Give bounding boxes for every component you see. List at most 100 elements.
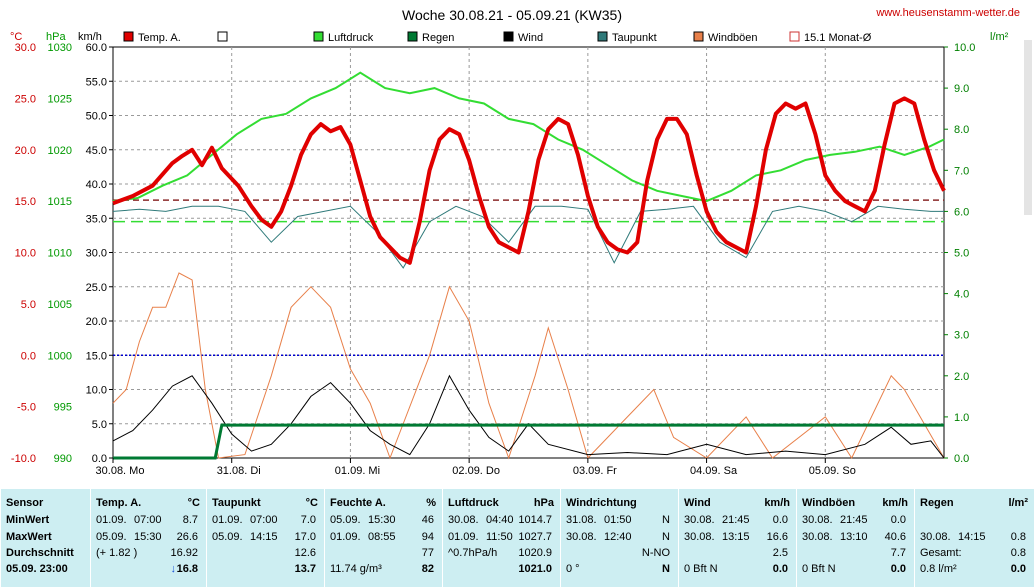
wind-tick-label: 5.0 <box>92 419 107 431</box>
day-label: 02.09. Do <box>452 465 500 477</box>
legend-swatch <box>597 31 608 42</box>
rain-tick-label: 2.0 <box>954 371 969 383</box>
stats-cell: 0 Bft N <box>802 563 836 575</box>
column-separator <box>442 489 443 587</box>
column-separator <box>206 489 207 587</box>
wind-tick-label: 15.0 <box>86 350 107 362</box>
stats-cell: 01.09. <box>330 531 361 543</box>
source-url[interactable]: www.heusenstamm-wetter.de <box>875 7 1020 19</box>
stats-cell: 0.0 <box>772 563 788 575</box>
rain-tick-label: 0.0 <box>954 453 969 465</box>
temp-tick-label: 30.0 <box>15 42 36 54</box>
legend-label: Luftdruck <box>328 32 374 44</box>
stats-cell: 05.09. 23:00 <box>6 563 68 575</box>
temp-tick-label: -5.0 <box>17 402 36 414</box>
day-label: 04.09. Sa <box>690 465 738 477</box>
stats-cell: 94 <box>421 531 434 543</box>
pressure-tick-label: 1005 <box>48 299 72 311</box>
stats-cell: 12.6 <box>294 547 316 559</box>
pressure-tick-label: 990 <box>54 453 72 465</box>
stats-cell: 31.08. <box>566 514 597 526</box>
stats-cell: °C <box>187 497 200 509</box>
stats-cell: MaxWert <box>6 531 52 543</box>
temp-tick-label: 10.0 <box>15 248 36 260</box>
window-scrollbar[interactable] <box>1024 40 1032 215</box>
stats-cell: 05.09. <box>212 531 243 543</box>
temperature-series <box>112 96 946 265</box>
wind-tick-label: 60.0 <box>86 42 107 54</box>
pressure-unit-label: hPa <box>46 31 66 43</box>
rain-tick-label: 10.0 <box>954 42 975 54</box>
stats-cell: 01.09. <box>212 514 243 526</box>
stats-cell: 13:15 <box>722 531 750 543</box>
legend-swatch <box>217 31 228 42</box>
weather-chart: Woche 30.08.21 - 05.09.21 (KW35) www.heu… <box>10 7 1032 477</box>
rain-tick-label: 1.0 <box>954 412 969 424</box>
pressure-tick-label: 1010 <box>48 248 72 260</box>
stats-cell: 0.8 <box>1010 531 1026 543</box>
day-label: 30.08. Mo <box>96 465 145 477</box>
y-axes: 60.0 55.0 50.0 45.0 40.0 35.0 30.0 25.0 20.0 15.0… <box>11 42 976 465</box>
stats-cell: Temp. A. <box>96 497 142 509</box>
stats-cell: 1020.9 <box>518 547 552 559</box>
legend-label: 15.1 Monat-Ø <box>804 32 872 44</box>
legend-swatch <box>313 31 324 42</box>
stats-cell: 21:45 <box>840 514 868 526</box>
stats-cell: °C <box>305 497 318 509</box>
column-separator <box>324 489 325 587</box>
stats-cell: Durchschnitt <box>6 547 74 559</box>
stats-cell: 05.09. <box>330 514 361 526</box>
rain-series <box>113 423 944 460</box>
stats-cell: 15:30 <box>134 531 162 543</box>
temp-tick-label: 0.0 <box>21 350 36 362</box>
stats-panel: Sensor MinWert MaxWert Durchschnitt 05.09. 2… <box>0 489 1034 587</box>
stats-cell: 0.0 <box>1010 563 1026 575</box>
rain-tick-label: 9.0 <box>954 83 969 95</box>
wind-tick-label: 25.0 <box>86 282 107 294</box>
wind-tick-label: 0.0 <box>92 453 107 465</box>
column-separator <box>678 489 679 587</box>
day-label: 03.09. Fr <box>573 465 617 477</box>
stats-cell: km/h <box>764 497 790 509</box>
stats-column: Sensor MinWert MaxWert Durchschnitt 05.09. 2… <box>0 489 90 587</box>
stats-cell: Taupunkt <box>212 497 261 509</box>
temp-unit-label: °C <box>10 31 22 43</box>
stats-cell: 7.7 <box>890 547 906 559</box>
stats-cell: % <box>426 497 436 509</box>
stats-cell: 01.09. <box>96 514 127 526</box>
stats-cell: 0.8 l/m² <box>920 563 957 575</box>
stats-cell: 0.0 <box>890 514 906 526</box>
stats-cell: N <box>662 514 670 526</box>
stats-cell: 16.6 <box>766 531 788 543</box>
stats-cell: 13:10 <box>840 531 868 543</box>
pressure-tick-label: 1000 <box>48 350 72 362</box>
stats-cell: ^0.7hPa/h <box>448 547 498 559</box>
chart-series <box>112 71 946 460</box>
stats-cell: 1014.7 <box>518 514 552 526</box>
wind-tick-label: 10.0 <box>86 385 107 397</box>
stats-cell: 21:45 <box>722 514 750 526</box>
legend-label: Wind <box>518 32 543 44</box>
stats-column: Temp. A. °C 01.09. 07:00 8.7 05.09. 15:30 26.6 (… <box>90 489 206 587</box>
temp-tick-label: 15.0 <box>15 196 36 208</box>
rain-tick-label: 4.0 <box>954 289 969 301</box>
day-label: 01.09. Mi <box>335 465 380 477</box>
column-separator <box>560 489 561 587</box>
chart-legend: Temp. A. Luftdruck Regen Wind Taupunkt Windbö… <box>123 31 872 44</box>
stats-cell: 26.6 <box>176 531 198 543</box>
stats-cell: 16.92 <box>170 547 198 559</box>
stats-cell: Sensor <box>6 497 44 509</box>
legend-swatch <box>503 31 514 42</box>
stats-cell: 05.09. <box>96 531 127 543</box>
pressure-tick-label: 1020 <box>48 145 72 157</box>
stats-cell: 0.0 <box>772 514 788 526</box>
pressure-tick-label: 1025 <box>48 93 72 105</box>
stats-cell: 30.08. <box>920 531 951 543</box>
stats-cell: Gesamt: <box>920 547 962 559</box>
stats-column: Luftdruck hPa 30.08. 04:40 1014.7 01.09. 11:50… <box>442 489 560 587</box>
stats-cell: 16.8 <box>176 563 198 575</box>
column-separator <box>914 489 915 587</box>
stats-cell: 77 <box>421 547 434 559</box>
stats-cell: Luftdruck <box>448 497 499 509</box>
stats-cell: Feuchte A. <box>330 497 386 509</box>
